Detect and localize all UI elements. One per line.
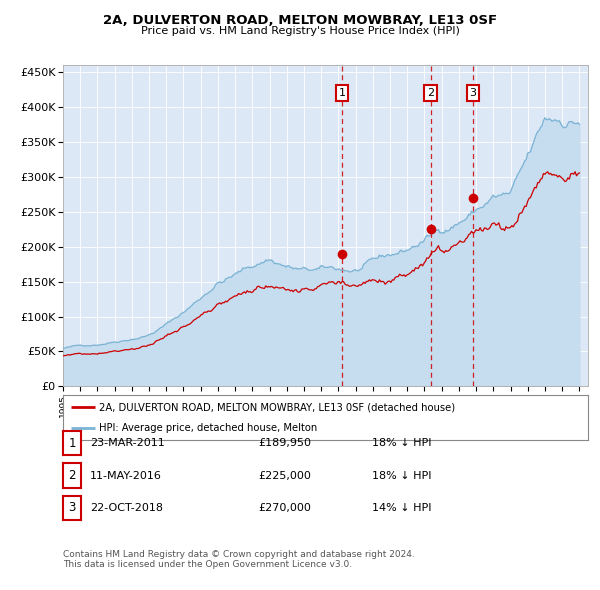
Text: This data is licensed under the Open Government Licence v3.0.: This data is licensed under the Open Gov… bbox=[63, 560, 352, 569]
Text: £270,000: £270,000 bbox=[258, 503, 311, 513]
Text: 11-MAY-2016: 11-MAY-2016 bbox=[90, 471, 162, 480]
Text: 14% ↓ HPI: 14% ↓ HPI bbox=[372, 503, 431, 513]
Text: 2A, DULVERTON ROAD, MELTON MOWBRAY, LE13 0SF (detached house): 2A, DULVERTON ROAD, MELTON MOWBRAY, LE13… bbox=[98, 402, 455, 412]
Text: 1: 1 bbox=[338, 88, 346, 98]
Text: 18% ↓ HPI: 18% ↓ HPI bbox=[372, 471, 431, 480]
Text: Contains HM Land Registry data © Crown copyright and database right 2024.: Contains HM Land Registry data © Crown c… bbox=[63, 550, 415, 559]
Text: 1: 1 bbox=[68, 437, 76, 450]
Text: £189,950: £189,950 bbox=[258, 438, 311, 448]
Text: 2A, DULVERTON ROAD, MELTON MOWBRAY, LE13 0SF: 2A, DULVERTON ROAD, MELTON MOWBRAY, LE13… bbox=[103, 14, 497, 27]
Text: 3: 3 bbox=[469, 88, 476, 98]
Text: HPI: Average price, detached house, Melton: HPI: Average price, detached house, Melt… bbox=[98, 422, 317, 432]
Text: 2: 2 bbox=[427, 88, 434, 98]
Text: 2: 2 bbox=[68, 469, 76, 482]
Text: 18% ↓ HPI: 18% ↓ HPI bbox=[372, 438, 431, 448]
Text: 22-OCT-2018: 22-OCT-2018 bbox=[90, 503, 163, 513]
Text: 3: 3 bbox=[68, 502, 76, 514]
Text: 23-MAR-2011: 23-MAR-2011 bbox=[90, 438, 165, 448]
Text: Price paid vs. HM Land Registry's House Price Index (HPI): Price paid vs. HM Land Registry's House … bbox=[140, 26, 460, 35]
Text: £225,000: £225,000 bbox=[258, 471, 311, 480]
